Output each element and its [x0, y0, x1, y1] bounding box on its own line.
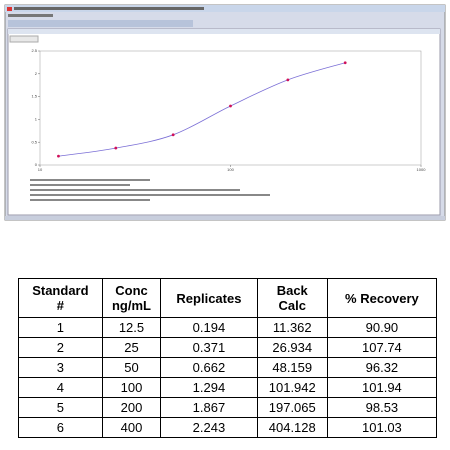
- data-point: [286, 78, 290, 82]
- table-body: 1 12.5 0.194 11.362 90.90 2 25 0.371 26.934 107.7…: [18, 317, 438, 438]
- table-cell: 6: [18, 417, 103, 438]
- table-cell: 100: [101, 377, 162, 398]
- table-row: 6 400 2.243 404.128 101.03: [18, 417, 438, 438]
- plot-toolbar[interactable]: [9, 35, 39, 43]
- header-row: Standard # Conc ng/mL Replicates Back Calc%…: [18, 278, 438, 318]
- column-header: Replicates: [160, 278, 258, 318]
- table-cell: 1.867: [160, 397, 258, 418]
- table-cell: 404.128: [256, 417, 328, 438]
- status-bar: [5, 216, 445, 220]
- app-icon: [7, 7, 12, 11]
- plot-window: [7, 28, 441, 216]
- table-cell: 25: [101, 337, 162, 358]
- table-cell: 96.32: [326, 357, 438, 378]
- table-row: 1 12.5 0.194 11.362 90.90: [18, 317, 438, 338]
- table-cell: 2: [18, 337, 103, 358]
- table-cell: 1: [18, 317, 103, 338]
- table-cell: 101.942: [256, 377, 328, 398]
- data-point: [229, 104, 232, 108]
- table-cell: 0.662: [160, 357, 258, 378]
- column-header: Back Calc: [256, 278, 328, 318]
- x-tick-label: 100: [227, 167, 234, 172]
- y-tick-label: 2: [35, 71, 38, 76]
- column-header: Standard #: [18, 278, 103, 318]
- table-row: 3 50 0.662 48.159 96.32: [18, 357, 438, 378]
- y-tick-label: 1.5: [31, 94, 37, 99]
- title-text: [14, 7, 204, 10]
- table-cell: 4: [18, 377, 103, 398]
- table-cell: 1.294: [160, 377, 258, 398]
- y-tick-label: 0: [35, 162, 38, 167]
- curve: [58, 62, 346, 157]
- table-row: 5 200 1.867 197.065 98.53: [18, 397, 438, 418]
- table-cell: 400: [101, 417, 162, 438]
- table-cell: 197.065: [256, 397, 328, 418]
- table-cell: 107.74: [326, 337, 438, 358]
- table-cell: 2.243: [160, 417, 258, 438]
- screenshot: 0 0.5 1 1.5 2 2.5 10 100 1000: [4, 4, 446, 221]
- fit-text: [30, 189, 240, 191]
- table-cell: 26.934: [256, 337, 328, 358]
- results-table: Standard # Conc ng/mL Replicates Back Calc%…: [18, 278, 438, 438]
- menu-bar: [8, 14, 53, 17]
- table-cell: 90.90: [326, 317, 438, 338]
- data-point: [114, 146, 118, 150]
- fit-text: [30, 199, 150, 201]
- column-header: % Recovery: [326, 278, 438, 318]
- y-tick-label: 2.5: [31, 48, 37, 53]
- column-header: Conc ng/mL: [101, 278, 162, 318]
- x-tick-label: 1000: [417, 167, 427, 172]
- table-cell: 12.5: [101, 317, 162, 338]
- toolbar[interactable]: [8, 20, 193, 27]
- table-cell: 101.94: [326, 377, 438, 398]
- fit-text: [30, 194, 270, 196]
- y-tick-label: 1: [35, 116, 38, 121]
- x-tick-label: 10: [38, 167, 43, 172]
- table-cell: 98.53: [326, 397, 438, 418]
- plot-window-title: [8, 29, 440, 34]
- table-cell: 5: [18, 397, 103, 418]
- table-row: 4 100 1.294 101.942 101.94: [18, 377, 438, 398]
- table-cell: 200: [101, 397, 162, 418]
- table-cell: 0.371: [160, 337, 258, 358]
- data-point: [57, 154, 60, 158]
- data-point: [171, 133, 175, 137]
- table-cell: 101.03: [326, 417, 438, 438]
- table-cell: 11.362: [256, 317, 328, 338]
- table-cell: 0.194: [160, 317, 258, 338]
- fit-text: [30, 184, 130, 186]
- table-cell: 50: [101, 357, 162, 378]
- table-cell: 3: [18, 357, 103, 378]
- y-tick-label: 0.5: [31, 139, 37, 144]
- table-cell: 48.159: [256, 357, 328, 378]
- fit-text: [30, 179, 150, 181]
- title-bar: [5, 5, 445, 12]
- table-row: 2 25 0.371 26.934 107.74: [18, 337, 438, 358]
- data-point: [343, 61, 347, 65]
